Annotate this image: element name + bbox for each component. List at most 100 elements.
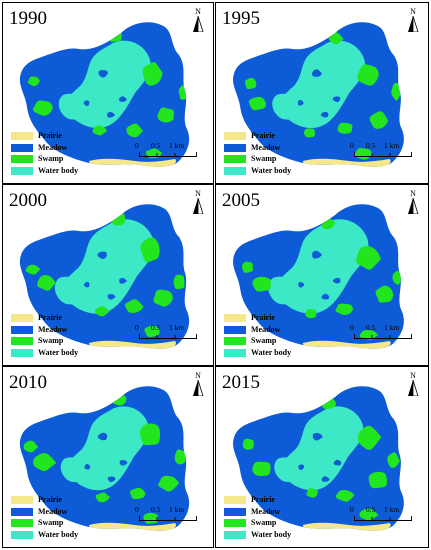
- north-arrow-icon: N: [406, 371, 420, 397]
- north-label: N: [195, 189, 201, 198]
- swamp-area: [174, 449, 186, 465]
- swamp-area: [124, 299, 144, 313]
- north-label: N: [195, 7, 201, 16]
- meadow-patch: [97, 251, 107, 260]
- north-label: N: [410, 7, 416, 16]
- swamp-area: [23, 440, 39, 453]
- meadow-patch: [84, 463, 91, 470]
- panel-year-label: 2000: [9, 190, 47, 211]
- land-cover-map: [233, 22, 404, 167]
- swamp-area: [139, 423, 161, 446]
- legend-label: Swamp: [251, 336, 277, 345]
- scale-bar-line: [354, 516, 412, 521]
- scale-bar: 0 0.5 1 km: [135, 323, 199, 345]
- swamp-area: [369, 111, 389, 129]
- meadow-patch: [119, 96, 127, 102]
- meadow-patch: [298, 464, 305, 471]
- swamp-area: [32, 100, 53, 116]
- swamp-area: [359, 329, 379, 340]
- legend-swatch: [224, 132, 246, 140]
- legend-label: Swamp: [38, 154, 64, 163]
- swamp-area: [387, 452, 400, 468]
- meadow-patch: [320, 111, 329, 118]
- swamp-area: [25, 264, 41, 275]
- legend-label: Prairie: [251, 495, 275, 504]
- legend-swatch: [11, 166, 33, 175]
- scale-tick-label: 1 km: [169, 505, 185, 514]
- scale-bar-line: [354, 152, 412, 157]
- map-panel-2015: 2015 N Prairie Meadow Swamp Water body 0 0.5 1 k…: [215, 366, 429, 548]
- swamp-area: [241, 261, 253, 273]
- swamp-area: [368, 471, 388, 489]
- legend-label: Water body: [38, 529, 79, 539]
- swamp-area: [27, 76, 40, 87]
- legend-label: Swamp: [38, 518, 64, 527]
- swamp-area: [144, 325, 160, 338]
- legend-label: Water body: [251, 347, 292, 357]
- map-panel-1990: 1990 N Prairie Meadow Swamp Water body 0 0.5 1 k…: [2, 2, 214, 184]
- legend-label: Water body: [38, 165, 79, 175]
- swamp-area: [375, 285, 394, 303]
- scale-tick-label: 1 km: [384, 505, 400, 514]
- legend-label: Water body: [251, 165, 292, 175]
- legend-swatch: [11, 519, 33, 527]
- meadow-patch: [98, 70, 108, 78]
- legend-swatch: [11, 507, 33, 516]
- scale-bar: 0 0.5 1 km: [135, 141, 199, 163]
- water-body-area: [275, 219, 369, 314]
- swamp-area: [248, 96, 267, 111]
- north-arrow-icon: N: [191, 371, 205, 397]
- scale-tick-label: 0.5: [366, 141, 376, 150]
- legend-swatch: [11, 132, 33, 140]
- water-body-area: [272, 93, 300, 120]
- scale-tick-label: 1 km: [384, 141, 400, 150]
- meadow-patch: [312, 250, 323, 259]
- swamp-area: [33, 453, 57, 472]
- swamp-area: [306, 488, 318, 498]
- map-panel-2010: 2010 N Prairie Meadow Swamp Water body 0 0.5 1 k…: [2, 366, 214, 548]
- meadow-patch: [321, 293, 330, 300]
- meadow-patch: [107, 476, 116, 483]
- swamp-area: [305, 309, 317, 319]
- scale-bar-line: [139, 152, 197, 157]
- meadow-patch: [332, 277, 341, 284]
- legend-label: Meadow: [38, 142, 68, 152]
- meadow-patch: [311, 69, 322, 77]
- water-body-area: [65, 40, 151, 129]
- swamp-area: [242, 438, 254, 450]
- scale-bar-line: [139, 334, 197, 339]
- map-panel-2000: 2000 N Prairie Meadow Swamp Water body 0 0.5 1 k…: [2, 184, 214, 366]
- meadow-patch: [107, 294, 116, 300]
- legend-swatch: [224, 166, 246, 175]
- panel-year-label: 1995: [222, 8, 260, 29]
- legend-swatch: [11, 314, 33, 322]
- legend-swatch: [11, 530, 33, 539]
- legend-swatch: [224, 325, 246, 334]
- legend-label: Meadow: [38, 506, 68, 516]
- swamp-area: [142, 62, 163, 86]
- legend-swatch: [224, 143, 246, 152]
- meadow-patch: [312, 433, 323, 441]
- meadow-patch: [333, 459, 342, 466]
- meadow-patch: [83, 100, 90, 106]
- meadow-patch: [332, 96, 341, 102]
- scale-tick-label: 0.5: [151, 141, 161, 150]
- panel-year-label: 2010: [9, 372, 47, 393]
- swamp-area: [140, 237, 160, 263]
- legend-label: Swamp: [251, 518, 277, 527]
- legend-label: Prairie: [251, 131, 275, 140]
- scale-bar-line: [139, 516, 197, 521]
- legend-label: Prairie: [251, 313, 275, 322]
- water-body-area: [274, 457, 300, 483]
- scale-tick-label: 0.5: [151, 323, 161, 332]
- legend-swatch: [224, 496, 246, 504]
- water-body-area: [60, 457, 87, 483]
- scale-tick-label: 1 km: [384, 323, 400, 332]
- north-label: N: [410, 189, 416, 198]
- swamp-area: [173, 274, 185, 290]
- legend-swatch: [11, 348, 33, 357]
- legend-label: Prairie: [38, 313, 62, 322]
- scale-bar-line: [354, 334, 412, 339]
- meadow-patch: [119, 277, 128, 284]
- scale-bar: 0 0.5 1 km: [350, 505, 414, 527]
